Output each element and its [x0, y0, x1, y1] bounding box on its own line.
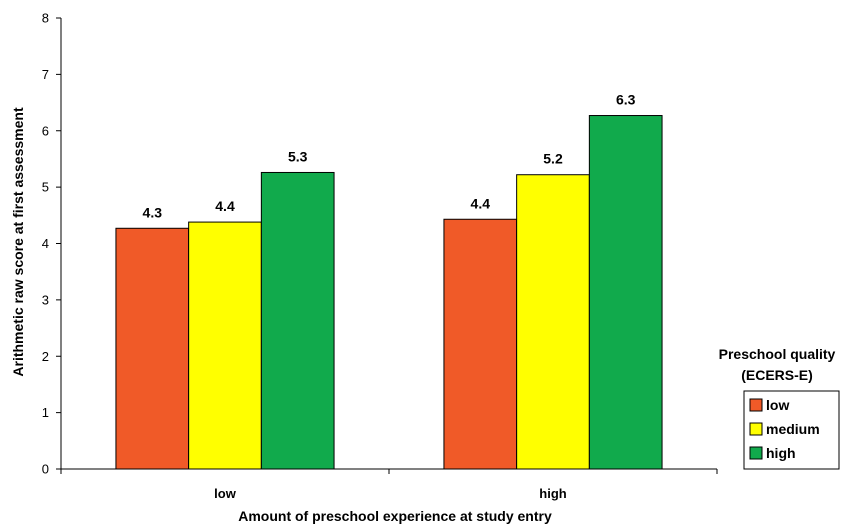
y-tick-label: 0	[42, 462, 49, 477]
bar-medium-high	[516, 174, 590, 470]
y-tick-label: 5	[42, 180, 49, 195]
bar-low-high	[443, 218, 518, 470]
bar-high-high	[588, 115, 663, 470]
y-tick-label: 1	[42, 405, 49, 420]
x-category-label: high	[539, 486, 566, 501]
legend-title-line-2: (ECERS-E)	[741, 367, 813, 383]
bars	[115, 115, 663, 470]
data-label: 5.2	[543, 151, 563, 167]
y-tick-label: 3	[42, 292, 49, 307]
data-label: 4.4	[471, 195, 491, 211]
x-category-label: low	[214, 486, 237, 501]
y-tick-label: 7	[42, 67, 49, 82]
data-label: 5.3	[288, 148, 308, 164]
data-label: 4.3	[143, 204, 163, 220]
legend-title-line-1: Preschool quality	[719, 346, 836, 362]
legend-label-medium: medium	[766, 421, 820, 437]
y-tick-label: 8	[42, 11, 49, 26]
bar-high-low	[260, 171, 335, 470]
x-axis: low high	[60, 468, 718, 501]
y-axis: 0 1 2 3 4 5 6 7 8	[42, 11, 62, 477]
bar-low-low	[115, 227, 190, 470]
y-tick-label: 4	[42, 236, 49, 251]
data-label: 4.4	[215, 198, 235, 214]
legend-swatch-low	[749, 398, 763, 412]
y-tick-label: 2	[42, 349, 49, 364]
legend-label-high: high	[766, 445, 796, 461]
data-labels: 4.3 4.4 5.3 4.4 5.2 6.3	[143, 92, 636, 221]
legend-label-low: low	[766, 397, 789, 413]
bar-medium-low	[188, 221, 262, 470]
y-axis-title: Arithmetic raw score at first assessment	[10, 107, 26, 377]
legend-swatch-high	[749, 446, 763, 460]
legend: Preschool quality (ECERS-E) low medium hig…	[719, 346, 840, 470]
legend-swatch-medium	[749, 422, 763, 436]
data-label: 6.3	[616, 92, 636, 108]
x-axis-title: Amount of preschool experience at study …	[238, 508, 552, 524]
y-tick-label: 6	[42, 123, 49, 138]
